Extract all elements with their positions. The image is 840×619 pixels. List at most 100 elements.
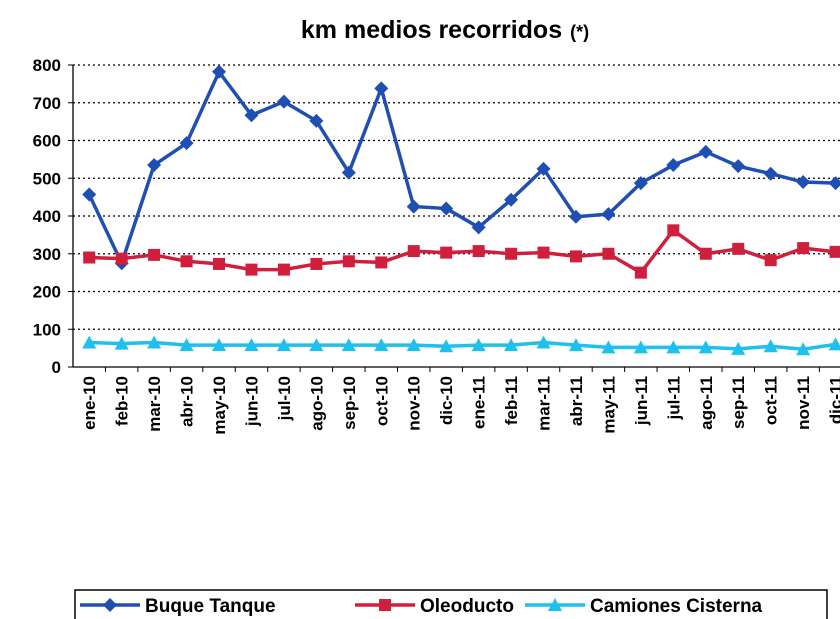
marker (212, 64, 227, 79)
x-tick-label: jun-11 (632, 376, 651, 426)
x-tick-label: abr-11 (567, 376, 586, 426)
x-tick-label: ene-10 (80, 376, 99, 430)
y-tick-label: 600 (33, 132, 61, 151)
y-tick-label: 500 (33, 169, 61, 188)
marker (276, 94, 291, 109)
x-tick-label: nov-10 (405, 376, 424, 431)
marker (82, 187, 97, 202)
marker (406, 199, 421, 214)
marker (179, 136, 194, 151)
marker (148, 248, 161, 261)
marker (471, 338, 486, 352)
marker (505, 247, 518, 260)
x-tick-label: dic-10 (437, 376, 456, 425)
marker (374, 338, 389, 352)
marker (568, 338, 583, 352)
title-note: (*) (570, 22, 589, 42)
marker (796, 342, 811, 356)
x-tick-label: dic-11 (827, 376, 840, 424)
y-tick-label: 800 (33, 56, 61, 75)
series-square (83, 224, 840, 279)
marker (310, 257, 323, 270)
marker (763, 166, 778, 181)
series-diamond (82, 64, 840, 271)
marker (379, 599, 391, 611)
marker (471, 220, 486, 235)
marker (602, 247, 615, 260)
x-tick-label: ene-11 (470, 376, 489, 429)
marker (548, 598, 562, 611)
x-tick-label: abr-10 (178, 376, 197, 427)
legend-label: Oleoducto (420, 596, 514, 617)
marker (666, 340, 681, 354)
marker (212, 338, 227, 352)
marker (731, 341, 746, 355)
marker (147, 158, 162, 173)
x-tick-label: may-10 (210, 376, 229, 435)
x-tick-label: jun-10 (242, 376, 261, 427)
marker (244, 338, 259, 352)
marker (828, 176, 840, 191)
y-tick-label: 700 (33, 94, 61, 113)
marker (407, 245, 420, 258)
y-tick-label: 100 (33, 320, 61, 339)
marker (763, 339, 778, 353)
marker (536, 161, 551, 176)
marker (406, 338, 421, 352)
y-tick-label: 200 (33, 283, 61, 302)
x-tick-label: feb-11 (502, 376, 521, 425)
marker (309, 338, 324, 352)
marker (440, 246, 453, 259)
x-tick-label: jul-10 (275, 376, 294, 421)
series-triangle (82, 335, 840, 356)
marker (731, 159, 746, 174)
marker (601, 340, 616, 354)
marker (180, 255, 193, 268)
marker (213, 257, 226, 270)
x-tick-label: ago-10 (307, 376, 326, 431)
marker (472, 245, 485, 258)
marker (797, 242, 810, 255)
marker (277, 263, 290, 276)
marker (342, 255, 355, 268)
marker (568, 209, 583, 224)
marker (666, 158, 681, 173)
marker (601, 207, 616, 222)
x-tick-label: sep-10 (340, 376, 359, 430)
marker (276, 338, 291, 352)
x-tick-label: mar-10 (145, 376, 164, 432)
marker (341, 338, 356, 352)
marker (83, 251, 96, 264)
marker (114, 336, 129, 350)
series-line (87, 70, 836, 265)
series-line (89, 340, 836, 352)
x-tick-label: oct-11 (762, 376, 781, 425)
marker (147, 335, 162, 349)
y-tick-label: 0 (52, 358, 61, 377)
x-tick-label: oct-10 (372, 376, 391, 426)
marker (341, 165, 356, 180)
marker (634, 266, 647, 279)
title-main: km medios recorridos (301, 16, 562, 44)
marker (537, 246, 550, 259)
legend-label: Buque Tanque (145, 596, 276, 617)
series-line (89, 228, 836, 275)
marker (796, 175, 811, 190)
marker (244, 108, 259, 123)
marker (764, 254, 777, 267)
x-tick-label: sep-11 (729, 376, 748, 429)
marker (569, 250, 582, 263)
marker (698, 340, 713, 354)
marker (633, 176, 648, 191)
marker (667, 224, 680, 237)
marker (698, 144, 713, 159)
marker (732, 242, 745, 255)
marker (115, 252, 128, 265)
legend-label: Camiones Cisterna (590, 596, 763, 617)
marker (828, 337, 840, 351)
x-tick-label: jul-11 (664, 376, 683, 420)
chart-title: km medios recorridos (*) (301, 16, 589, 44)
x-tick-label: may-11 (599, 376, 618, 434)
marker (374, 81, 389, 96)
